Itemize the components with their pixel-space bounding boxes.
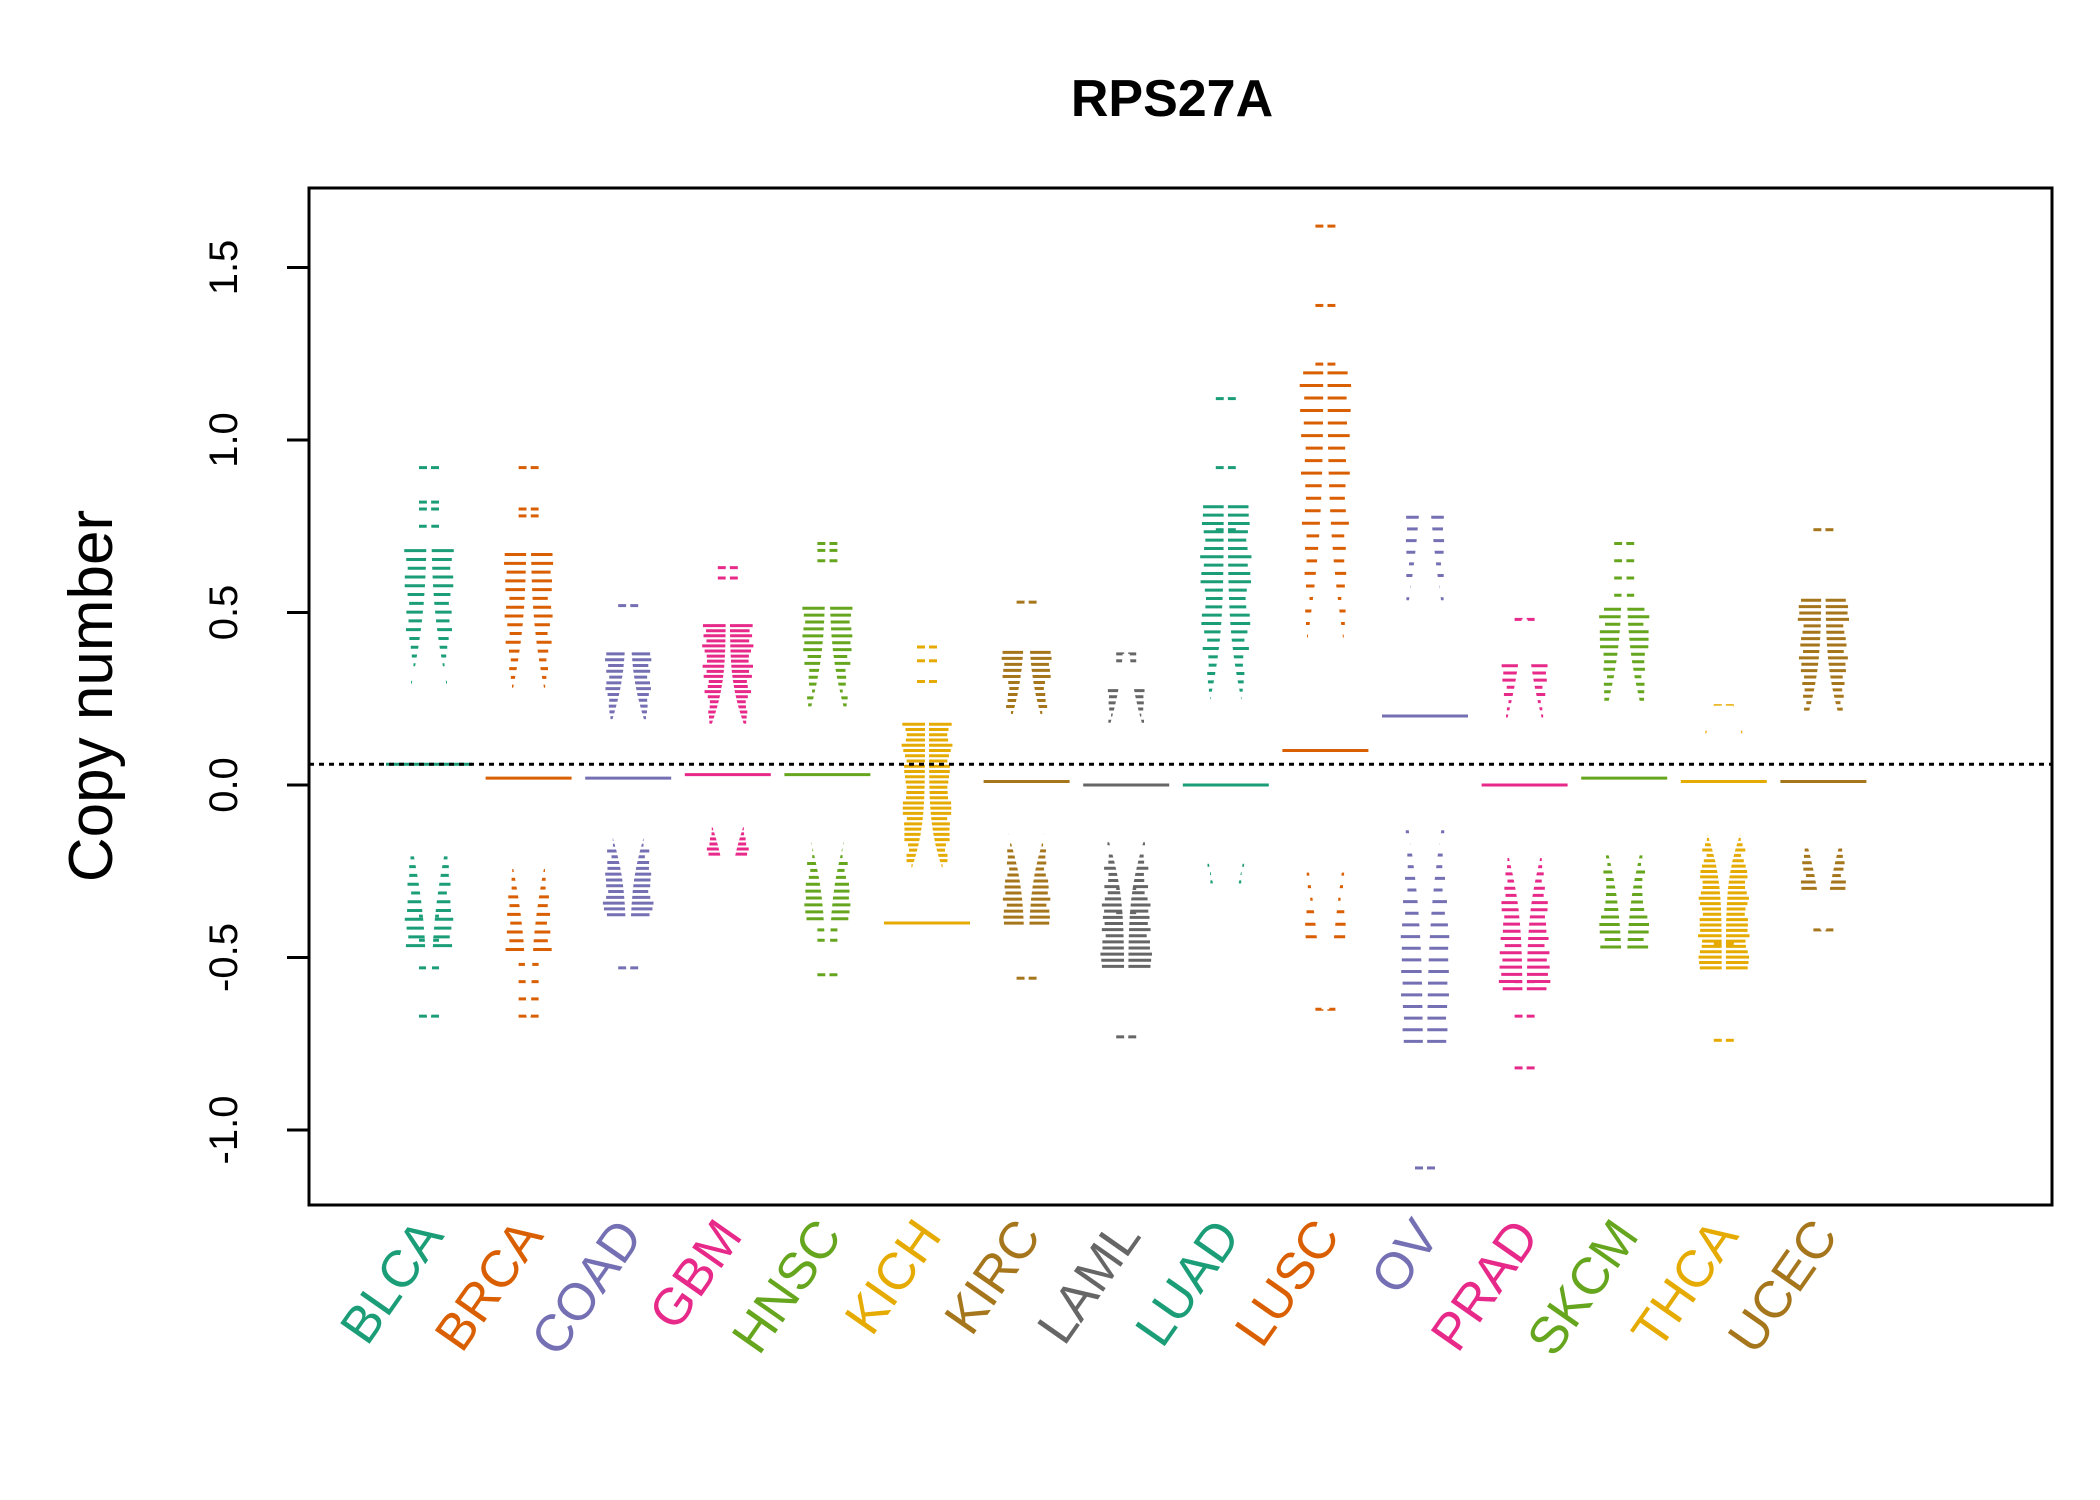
bean-kirc: [983, 600, 1070, 980]
y-tick-label: 0.0: [202, 757, 246, 813]
bean-coad: [585, 604, 672, 970]
bean-gbm: [684, 566, 771, 885]
bean-skcm: [1581, 542, 1668, 1013]
bean-brca: [485, 466, 572, 1018]
chart-title: RPS27A: [1071, 70, 1273, 128]
bean-density: [600, 605, 656, 968]
bean-density: [1496, 619, 1553, 1068]
bean-density: [1696, 705, 1752, 1041]
bean-luad: [1182, 397, 1269, 920]
bean-laml: [1083, 652, 1170, 1039]
bean-density: [1297, 226, 1354, 1010]
bean-density: [998, 602, 1055, 979]
category-label-ov: OV: [1360, 1209, 1451, 1304]
y-tick-label: -1.0: [202, 1096, 246, 1165]
y-axis: -1.0 -0.5 0.0 0.5 1.0 1.5: [202, 240, 311, 1165]
bean-blca: [386, 466, 472, 1018]
y-axis-label: Copy number: [57, 510, 126, 882]
bean-density: [401, 467, 457, 1017]
bean-hnsc: [784, 542, 871, 977]
category-label-luad: LUAD: [1125, 1210, 1252, 1357]
bean-density: [700, 567, 756, 885]
y-tick-label: 1.0: [202, 412, 246, 468]
bean-thca: [1680, 704, 1767, 1042]
category-label-hnsc: HNSC: [721, 1210, 853, 1364]
bean-density: [799, 543, 856, 975]
bean-density: [500, 467, 557, 1017]
category-label-kich: KICH: [834, 1210, 953, 1345]
bean-density: [1795, 529, 1852, 930]
bean-prad: [1481, 617, 1568, 1070]
bean-density: [1098, 653, 1154, 1037]
y-tick-label: 1.5: [202, 240, 246, 296]
category-label-laml: LAML: [1027, 1210, 1152, 1355]
y-tick-label: -0.5: [202, 923, 246, 992]
category-label-lusc: LUSC: [1224, 1210, 1351, 1357]
plot-frame: [307, 186, 2054, 1207]
category-label-ucec: UCEC: [1717, 1210, 1849, 1364]
bean-lusc: [1282, 224, 1369, 1011]
bean-density: [1397, 440, 1453, 1168]
bean-ov: [1382, 440, 1468, 1170]
beans-layer: [386, 224, 1867, 1170]
bean-ucec: [1780, 528, 1867, 932]
bean-kich: [884, 645, 970, 975]
y-tick-label: 0.5: [202, 585, 246, 641]
bean-density: [1198, 398, 1254, 920]
bean-density: [899, 647, 955, 975]
